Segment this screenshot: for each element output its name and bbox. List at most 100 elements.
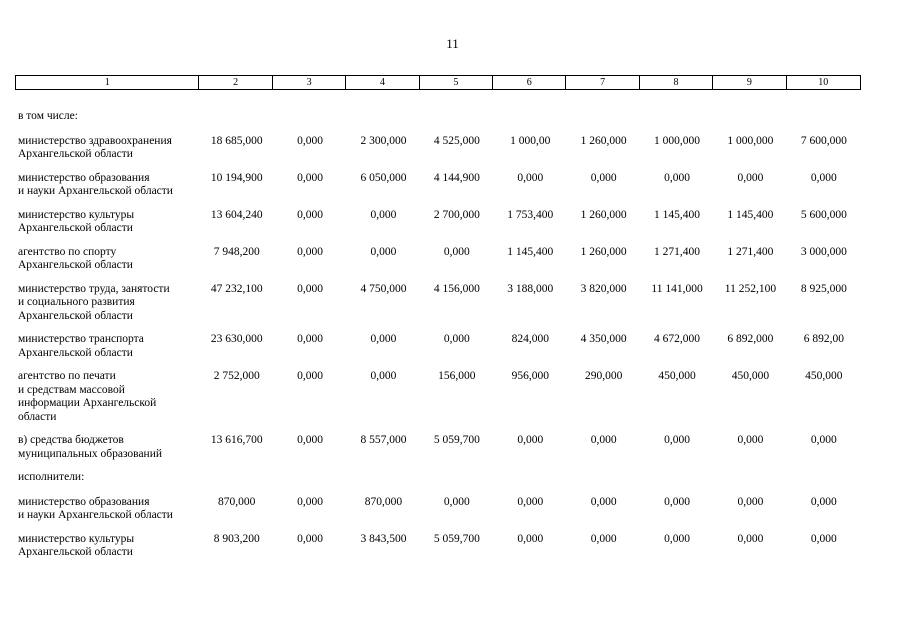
row-value: 0,000: [297, 171, 324, 184]
row-value: 0,000: [737, 171, 764, 184]
row-value: 0,000: [297, 495, 324, 508]
row-value: 6 050,000: [360, 171, 407, 184]
row-value: 0,000: [737, 434, 764, 446]
budget-table: 1 2 3 4 5 6 7 8 9 10 в том числе: министерство здр…: [15, 75, 861, 570]
row-value: 4 672,000: [654, 333, 701, 345]
row-name: министерство образования и науки Арханге…: [18, 171, 173, 198]
row-value: 4 750,000: [360, 282, 407, 295]
row-value: 13 604,240: [210, 208, 263, 221]
row-value: 1 145,400: [654, 208, 701, 221]
row-value: 3 843,500: [360, 532, 407, 545]
row-name: министерство образования и науки Арханге…: [18, 495, 173, 522]
row-value: 0,000: [370, 245, 397, 258]
row-value: 2 300,000: [360, 134, 407, 147]
column-header: 10: [818, 77, 829, 88]
row-value: 7 948,200: [213, 245, 260, 258]
column-header: 9: [713, 76, 787, 89]
row-value: 1 260,000: [580, 208, 627, 221]
row-value: 3 188,000: [507, 282, 554, 295]
row-value: 3 820,000: [580, 282, 627, 295]
row-value: 2 752,000: [213, 370, 260, 382]
row-value: 0,000: [737, 495, 764, 508]
row-value: 4 144,900: [433, 171, 480, 184]
row-value: 0,000: [664, 171, 690, 184]
row-value: 0,000: [297, 282, 324, 295]
row-name: агентство по печати и средствам массовой…: [18, 370, 157, 423]
row-name: в) средства бюджетов муниципальных образ…: [18, 434, 163, 460]
row-value: 450,000: [658, 370, 696, 382]
row-value: 5 059,700: [433, 532, 480, 545]
table-row: в) средства бюджетов муниципальных образ…: [15, 434, 861, 461]
row-value: 0,000: [810, 495, 837, 508]
column-header: 7: [566, 76, 640, 89]
row-value: 0,000: [810, 434, 837, 446]
row-value: 1 260,000: [580, 245, 627, 258]
row-value: 870,000: [218, 495, 256, 508]
column-header: 8: [640, 76, 714, 89]
row-value: 1 145,400: [507, 245, 554, 258]
row-value: 0,000: [810, 171, 837, 184]
row-name: министерство культуры Архангельской обла…: [18, 532, 135, 559]
row-value: 23 630,000: [210, 333, 263, 345]
table-row: министерство здравоохранения Архангельск…: [15, 135, 861, 162]
row-value: 7 600,000: [800, 134, 847, 147]
row-value: 956,000: [511, 370, 549, 382]
column-header: 4: [346, 76, 420, 89]
row-value: 0,000: [664, 434, 690, 446]
table-row: министерство культуры Архангельской обла…: [15, 533, 861, 560]
row-value: 13 616,700: [210, 434, 263, 446]
row-value: 1 260,000: [580, 134, 627, 147]
table-row: агентство по спорту Архангельской област…: [15, 246, 861, 273]
row-value: 0,000: [443, 495, 470, 508]
row-value: 0,000: [370, 208, 397, 221]
column-header: 6: [493, 76, 567, 89]
column-header: 1: [16, 76, 200, 89]
row-value: 0,000: [517, 171, 544, 184]
row-value: 2 700,000: [433, 208, 480, 221]
row-value: 0,000: [297, 333, 324, 345]
row-value: 4 525,000: [433, 134, 480, 147]
row-value: 0,000: [737, 532, 764, 545]
row-value: 8 925,000: [800, 282, 847, 295]
row-value: 0,000: [297, 532, 324, 545]
row-value: 0,000: [297, 245, 324, 258]
row-value: 0,000: [297, 370, 324, 382]
row-value: 1 271,400: [727, 245, 774, 258]
row-value: 1 271,400: [654, 245, 701, 258]
row-value: 4 156,000: [433, 282, 480, 295]
row-value: 8 557,000: [360, 434, 407, 446]
row-value: 0,000: [517, 434, 544, 446]
row-value: 11 141,000: [651, 282, 703, 295]
row-value: 450,000: [731, 370, 770, 382]
row-value: 0,000: [370, 333, 397, 345]
row-name: министерство транспорта Архангельской об…: [18, 333, 144, 359]
table-body: в том числе: министерство здравоохранения…: [15, 110, 861, 560]
row-value: 11 252,100: [724, 282, 777, 295]
table-row: министерство образования и науки Арханге…: [15, 496, 861, 523]
row-value: 0,000: [297, 134, 324, 147]
table-row: министерство культуры Архангельской обла…: [15, 209, 861, 236]
row-value: 8 903,200: [213, 532, 260, 545]
row-value: 1 753,400: [507, 208, 554, 221]
page-number: 11: [446, 36, 459, 51]
row-value: 156,000: [438, 370, 476, 382]
row-value: 290,000: [584, 370, 623, 382]
row-value: 18 685,000: [210, 134, 263, 147]
row-value: 47 232,100: [210, 282, 263, 295]
row-value: 0,000: [370, 370, 397, 382]
row-value: 6 892,000: [727, 333, 774, 345]
row-name: министерство труда, занятости и социальн…: [18, 282, 170, 322]
row-value: 0,000: [517, 495, 544, 508]
row-value: 5 059,700: [433, 434, 480, 446]
table-row: агентство по печати и средствам массовой…: [15, 370, 861, 424]
row-value: 0,000: [517, 532, 544, 545]
column-header: 5: [420, 76, 494, 89]
column-header: 2: [199, 76, 273, 89]
row-name: министерство культуры Архангельской обла…: [18, 208, 135, 235]
row-value: 450,000: [805, 370, 843, 382]
row-value: 0,000: [590, 532, 617, 545]
row-value: 0,000: [297, 434, 324, 446]
row-name: агентство по спорту Архангельской област…: [18, 245, 133, 272]
row-name: министерство здравоохранения Архангельск…: [18, 134, 172, 161]
row-value: 824,000: [511, 333, 549, 345]
